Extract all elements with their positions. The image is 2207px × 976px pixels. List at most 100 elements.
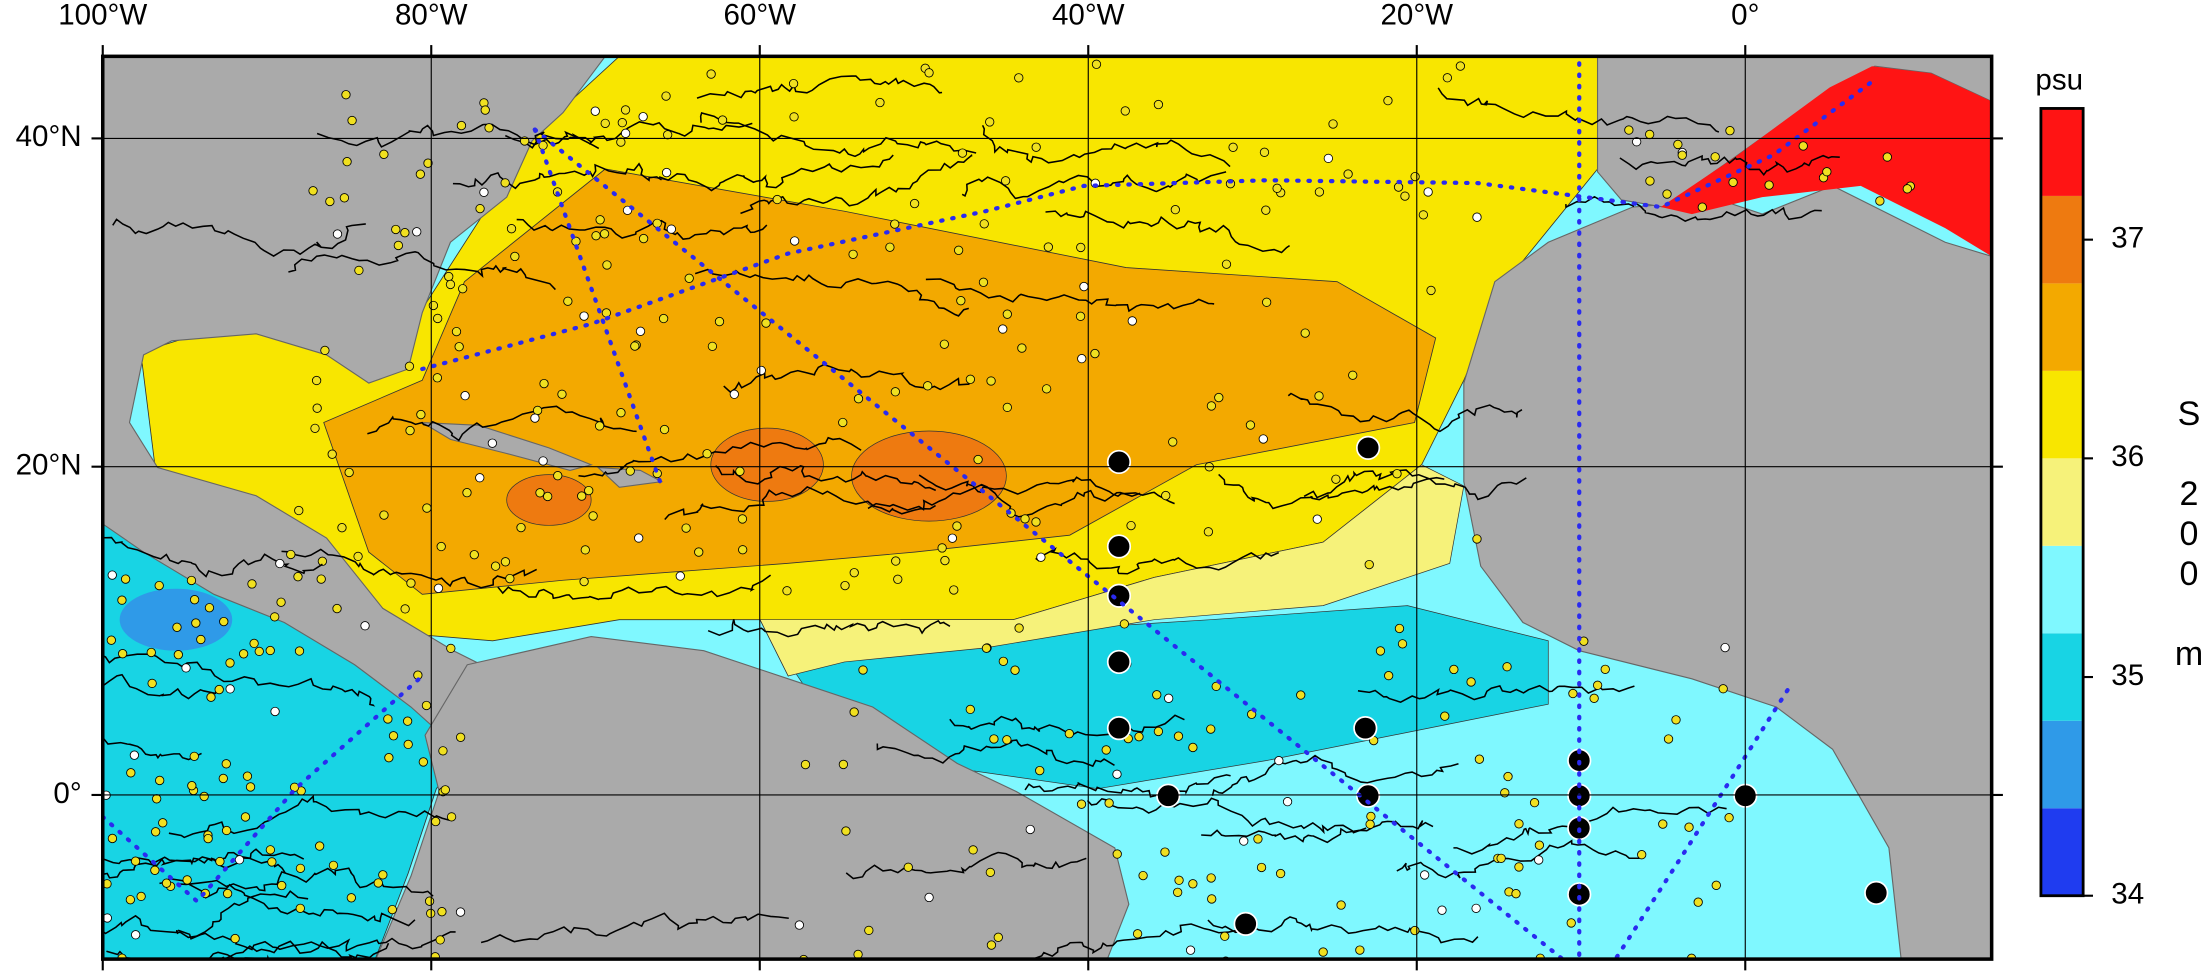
float-position xyxy=(1253,834,1263,844)
float-position xyxy=(1875,196,1885,206)
float-position xyxy=(373,878,383,888)
float-position xyxy=(956,296,966,306)
float-position xyxy=(454,342,464,352)
float-position xyxy=(487,438,498,448)
float-position xyxy=(638,112,648,122)
float-position xyxy=(446,643,456,654)
float-position xyxy=(979,219,989,229)
float-position xyxy=(422,503,432,513)
float-position xyxy=(1514,819,1524,829)
ship-track xyxy=(1612,687,1790,960)
float-position xyxy=(761,318,771,328)
float-track xyxy=(707,619,951,638)
float-position xyxy=(599,229,610,239)
float-position xyxy=(186,575,197,586)
float-track xyxy=(102,857,286,881)
float-position xyxy=(1474,754,1485,764)
float-position xyxy=(1220,931,1230,941)
float-position xyxy=(126,768,136,778)
variable-label: S 200 m xyxy=(2170,395,2207,675)
float-track xyxy=(1024,774,1231,798)
float-position xyxy=(702,449,712,459)
float-position xyxy=(1170,204,1180,215)
float-position xyxy=(616,137,626,147)
float-position xyxy=(1720,642,1730,653)
float-position xyxy=(293,572,303,582)
lat-tick-label: 40°N xyxy=(16,120,82,153)
float-position xyxy=(1075,311,1086,321)
float-position xyxy=(652,218,662,229)
float-position xyxy=(500,557,511,567)
mediterranean xyxy=(1660,66,1992,257)
float-position xyxy=(1455,61,1466,71)
float-position xyxy=(1168,437,1178,447)
float-position xyxy=(500,178,510,188)
float-position xyxy=(1534,855,1544,865)
float-position xyxy=(1275,868,1286,879)
float-track xyxy=(867,483,1141,518)
float-position xyxy=(155,775,165,786)
float-position xyxy=(1211,681,1221,692)
float-position xyxy=(218,773,228,784)
float-position xyxy=(182,875,192,885)
float-position xyxy=(1589,693,1599,703)
float-position xyxy=(125,895,136,905)
float-position xyxy=(841,826,851,836)
float-position xyxy=(909,198,920,209)
float-position xyxy=(1152,690,1162,700)
float-track xyxy=(1565,195,1822,222)
float-position xyxy=(947,533,958,543)
float-position xyxy=(249,638,259,649)
float-position xyxy=(344,467,354,478)
float-position xyxy=(1502,662,1512,672)
float-position xyxy=(433,313,443,324)
float-position xyxy=(601,308,612,318)
float-track xyxy=(918,474,1175,505)
float-position xyxy=(199,791,209,802)
float-position xyxy=(1725,126,1735,136)
float-position xyxy=(327,449,337,459)
float-position xyxy=(479,187,489,197)
float-position xyxy=(150,827,161,837)
float-position xyxy=(630,341,640,351)
lat-tick-label: 20°N xyxy=(16,448,82,481)
float-position xyxy=(1466,677,1476,687)
float-position xyxy=(189,595,200,605)
float-position xyxy=(154,580,164,591)
float-position xyxy=(1437,905,1447,915)
float-track xyxy=(452,162,662,190)
float-position xyxy=(965,704,975,715)
float-position xyxy=(1164,693,1174,703)
float-position xyxy=(790,236,800,246)
float-position xyxy=(308,186,318,196)
mooring xyxy=(1106,583,1132,608)
float-position xyxy=(1410,925,1420,936)
float-position xyxy=(1410,171,1420,182)
float-position xyxy=(853,394,864,404)
float-position xyxy=(421,700,432,711)
float-position xyxy=(985,867,996,878)
float-position xyxy=(353,551,363,562)
float-position xyxy=(1112,849,1122,859)
float-position xyxy=(1188,742,1198,753)
float-position xyxy=(1658,819,1668,829)
float-position xyxy=(446,812,457,822)
float-position xyxy=(789,112,799,122)
float-position xyxy=(431,816,441,827)
colorbar-band xyxy=(2040,633,2084,721)
float-position xyxy=(1375,646,1386,656)
colorbar-band xyxy=(2040,458,2084,546)
float-position xyxy=(238,649,249,659)
float-position xyxy=(1206,873,1216,883)
salinity-region xyxy=(759,464,1465,677)
float-position xyxy=(939,339,950,349)
float-position xyxy=(535,488,545,498)
mooring xyxy=(1106,449,1132,475)
float-track xyxy=(1619,154,1840,177)
float-position xyxy=(189,751,199,762)
float-position xyxy=(952,521,962,531)
float-position xyxy=(681,523,691,533)
float-position xyxy=(1104,798,1114,808)
float-track xyxy=(658,154,894,192)
